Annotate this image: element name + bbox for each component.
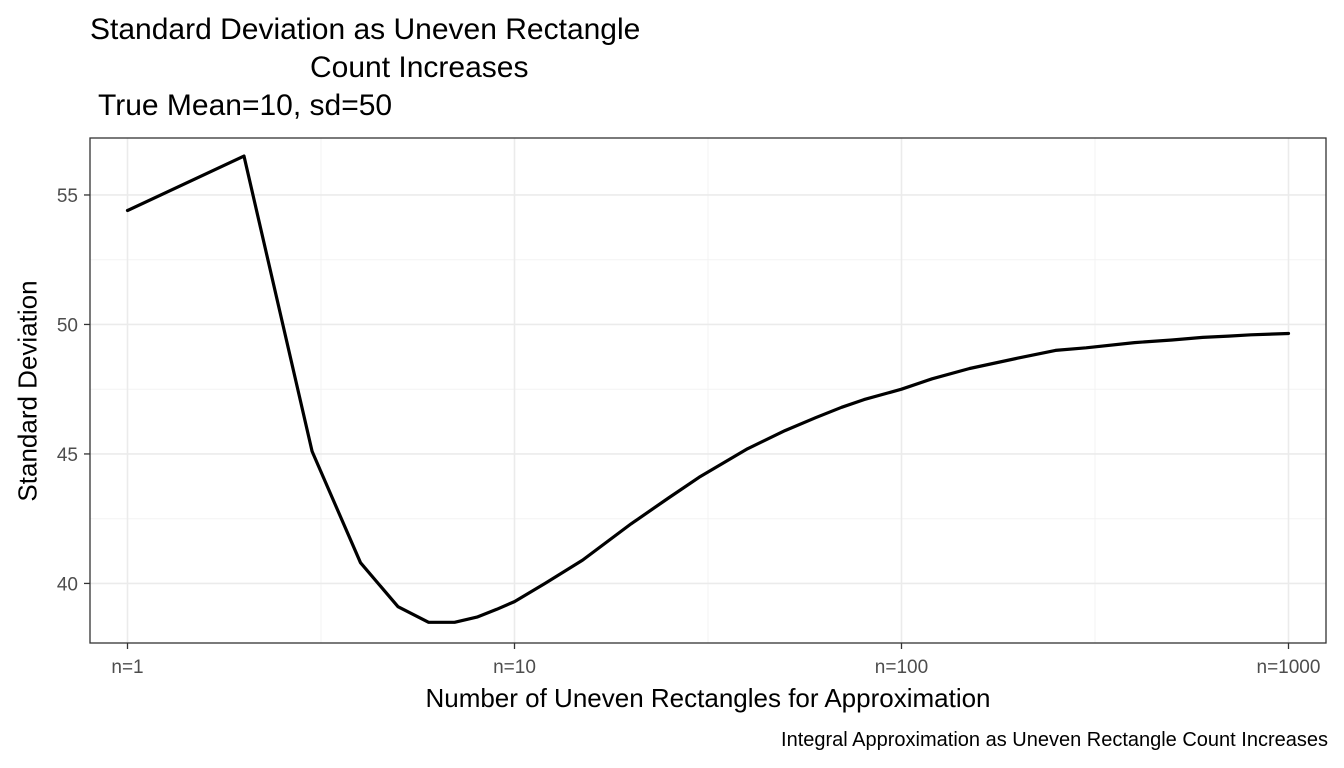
x-tick-label: n=100 (875, 657, 928, 678)
y-tick-label: 50 (57, 315, 78, 336)
minor-gridlines (90, 138, 1326, 643)
y-axis-label: Standard Deviation (12, 280, 43, 502)
x-axis: n=1 n=10 n=100 n=1000 (111, 643, 1320, 678)
chart-caption: Integral Approximation as Uneven Rectang… (781, 729, 1328, 751)
plot-border (89, 137, 1327, 644)
series-layer (125, 154, 1291, 624)
series-line (125, 154, 1291, 624)
y-axis: 40 45 50 55 (57, 186, 90, 595)
y-tick-label: 55 (57, 186, 78, 207)
chart-subtitle: True Mean=10, sd=50 (98, 89, 393, 122)
x-tick-label: n=1000 (1257, 657, 1321, 678)
x-tick-label: n=10 (493, 657, 536, 678)
chart-title-line-1: Standard Deviation as Uneven Rectangle (90, 13, 641, 46)
y-tick-label: 45 (57, 445, 78, 466)
y-tick-label: 40 (57, 574, 78, 595)
x-tick-label: n=1 (111, 657, 143, 678)
x-axis-label: Number of Uneven Rectangles for Approxim… (425, 683, 991, 713)
chart-title-line-2: Count Increases (310, 51, 529, 84)
